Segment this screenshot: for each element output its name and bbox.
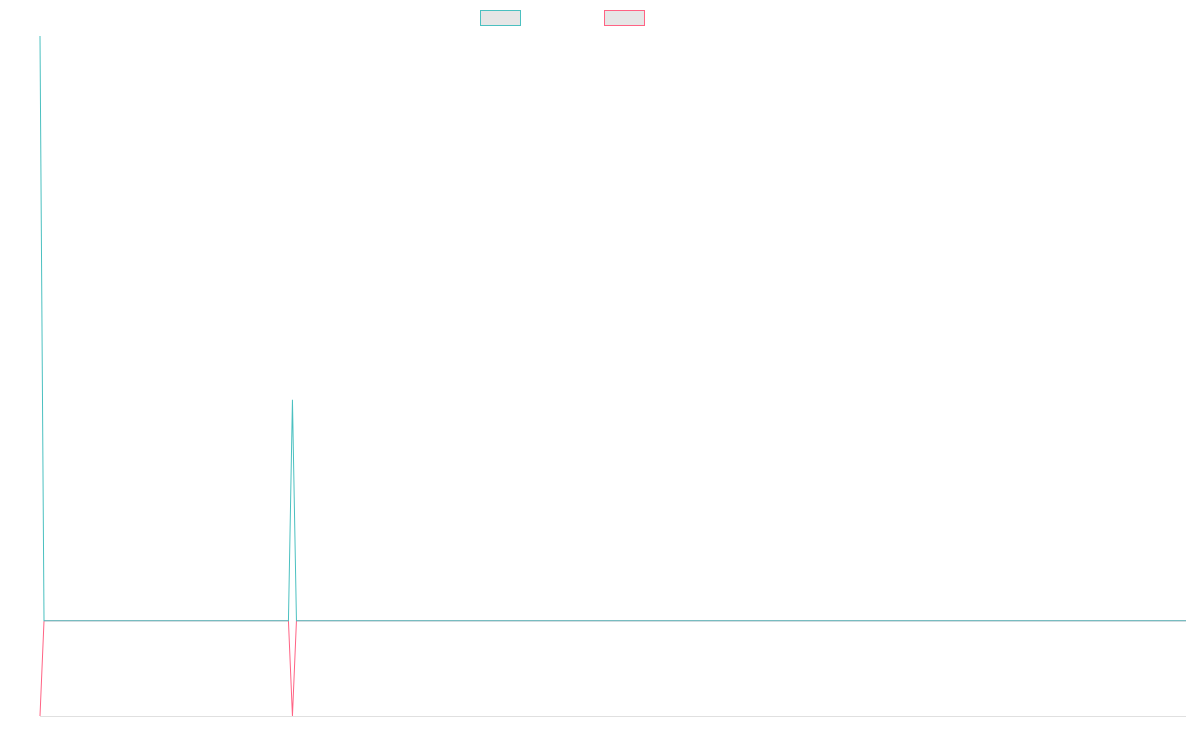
legend-swatch xyxy=(480,10,521,26)
series-line xyxy=(39,35,1186,622)
legend-swatch xyxy=(604,10,645,26)
series-line xyxy=(39,620,1186,717)
